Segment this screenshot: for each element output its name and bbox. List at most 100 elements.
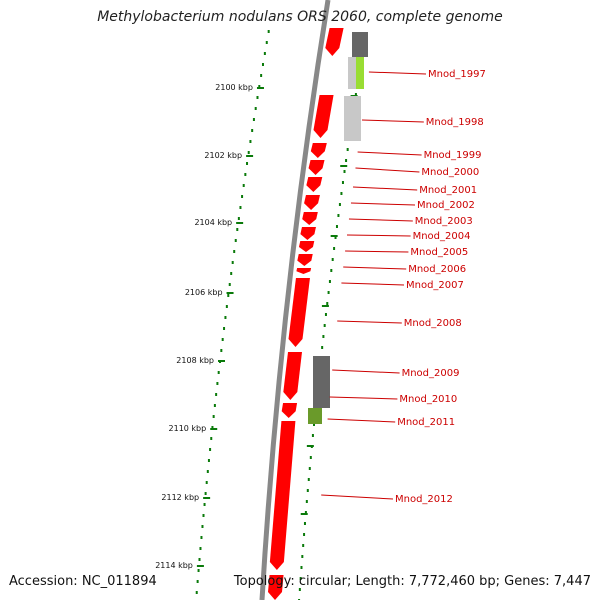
tick-layer: 2100 kbp 2102 kbp 2104 kbp 2106 kbp 2108 kbp… — [155, 83, 264, 570]
gc-dot — [334, 236, 337, 239]
gc-dot — [324, 313, 327, 316]
gene-leader-line — [350, 202, 416, 206]
gene-label[interactable]: Mnod_2005 — [410, 247, 468, 258]
gene-label[interactable]: Mnod_2006 — [408, 264, 466, 275]
gc-dot — [305, 500, 308, 503]
gc-dot — [260, 74, 263, 77]
tick-mark — [236, 222, 244, 224]
gene-label[interactable]: Mnod_1999 — [424, 150, 482, 161]
gene-label[interactable]: Mnod_2000 — [421, 167, 479, 178]
gene-leader-line — [345, 250, 409, 253]
gc-dot — [217, 371, 220, 374]
tick-label: 2106 kbp — [185, 288, 223, 297]
gc-dot — [220, 349, 223, 352]
gene-arrow — [304, 195, 320, 210]
gc-dot — [221, 338, 224, 341]
gene-label[interactable]: Mnod_2001 — [419, 185, 477, 196]
gene-label[interactable]: Mnod_2004 — [413, 231, 471, 242]
gc-dash — [306, 445, 314, 447]
gc-dot — [302, 544, 305, 547]
gene-label[interactable]: Mnod_1997 — [428, 69, 486, 80]
gc-dot — [298, 588, 301, 591]
gc-dot — [308, 467, 311, 470]
tick-label: 2104 kbp — [194, 218, 232, 227]
gene-arrow — [269, 421, 296, 570]
topology-text: Topology: circular; Length: 7,772,460 bp… — [233, 574, 591, 589]
gc-dot — [328, 280, 331, 283]
gene-leader-line — [337, 320, 402, 324]
tick-mark — [246, 155, 254, 157]
gc-dot — [209, 448, 212, 451]
gc-dot — [202, 514, 205, 517]
gene-arrow — [306, 177, 323, 192]
gc-dot — [306, 489, 309, 492]
gc-dot — [354, 93, 357, 96]
gc-dot — [198, 558, 201, 561]
gc-dot — [239, 206, 242, 209]
gc-dot — [307, 478, 310, 481]
gc-dot — [247, 151, 250, 154]
gene-label[interactable]: Mnod_2002 — [417, 200, 475, 211]
gc-dot — [322, 335, 325, 338]
gene-leader-line — [329, 396, 398, 400]
gene-arrow — [268, 575, 284, 600]
gc-dot — [213, 404, 216, 407]
gc-dot — [225, 305, 228, 308]
gene-label[interactable]: Mnod_2008 — [404, 318, 462, 329]
gc-dot — [249, 140, 252, 143]
gc-dot — [338, 203, 341, 206]
gc-dot — [343, 170, 346, 173]
gc-dot — [246, 162, 249, 165]
gene-leader-line — [327, 418, 396, 423]
green-feature — [308, 408, 322, 424]
tick-mark — [203, 497, 211, 499]
gene-leader-line — [368, 71, 427, 75]
gc-dot — [211, 426, 214, 429]
gene-label[interactable]: Mnod_1998 — [426, 117, 484, 128]
tick-label: 2112 kbp — [161, 493, 199, 502]
gene-label[interactable]: Mnod_2012 — [395, 494, 453, 505]
gene-arrow — [308, 160, 325, 175]
gene-arrow — [283, 352, 303, 400]
gene-leader-line — [352, 186, 418, 191]
gc-dot — [205, 481, 208, 484]
gc-dot — [244, 173, 247, 176]
gc-dot — [215, 393, 218, 396]
gc-dot — [263, 52, 266, 55]
gene-arrow — [302, 212, 318, 225]
gc-dot — [265, 41, 268, 44]
gc-dot — [256, 96, 259, 99]
gc-dot — [300, 566, 303, 569]
gene-leader-line — [346, 234, 411, 237]
gc-dot — [341, 181, 344, 184]
gc-dot — [258, 85, 261, 88]
tick-mark — [226, 292, 234, 294]
gene-label[interactable]: Mnod_2011 — [397, 417, 455, 428]
gc-dot — [224, 316, 227, 319]
map-title: Methylobacterium nodulans ORS 2060, comp… — [97, 9, 503, 25]
green-feature — [356, 57, 364, 89]
gc-dot — [233, 250, 236, 253]
gene-leader-line — [341, 282, 405, 286]
gene-leader-line — [332, 369, 400, 374]
tick-label: 2110 kbp — [169, 424, 207, 433]
gc-dot — [254, 107, 257, 110]
gc-dot — [303, 522, 306, 525]
gc-dot — [267, 30, 270, 33]
gc-dot — [204, 492, 207, 495]
gene-arrow — [325, 28, 344, 56]
gene-leader-line — [321, 494, 394, 500]
gray-feature — [313, 356, 330, 408]
gene-label[interactable]: Mnod_2009 — [402, 368, 460, 379]
gc-dot — [313, 423, 316, 426]
gene-label[interactable]: Mnod_2003 — [415, 216, 473, 227]
gene-label[interactable]: Mnod_2007 — [406, 280, 464, 291]
gray-feature — [344, 96, 361, 141]
gc-dot — [199, 547, 202, 550]
gc-dot — [335, 225, 338, 228]
gene-label[interactable]: Mnod_2010 — [399, 394, 457, 405]
gene-leader-line — [348, 218, 413, 222]
tick-mark — [218, 360, 225, 362]
gc-dot — [210, 437, 213, 440]
gc-dot — [346, 148, 349, 151]
